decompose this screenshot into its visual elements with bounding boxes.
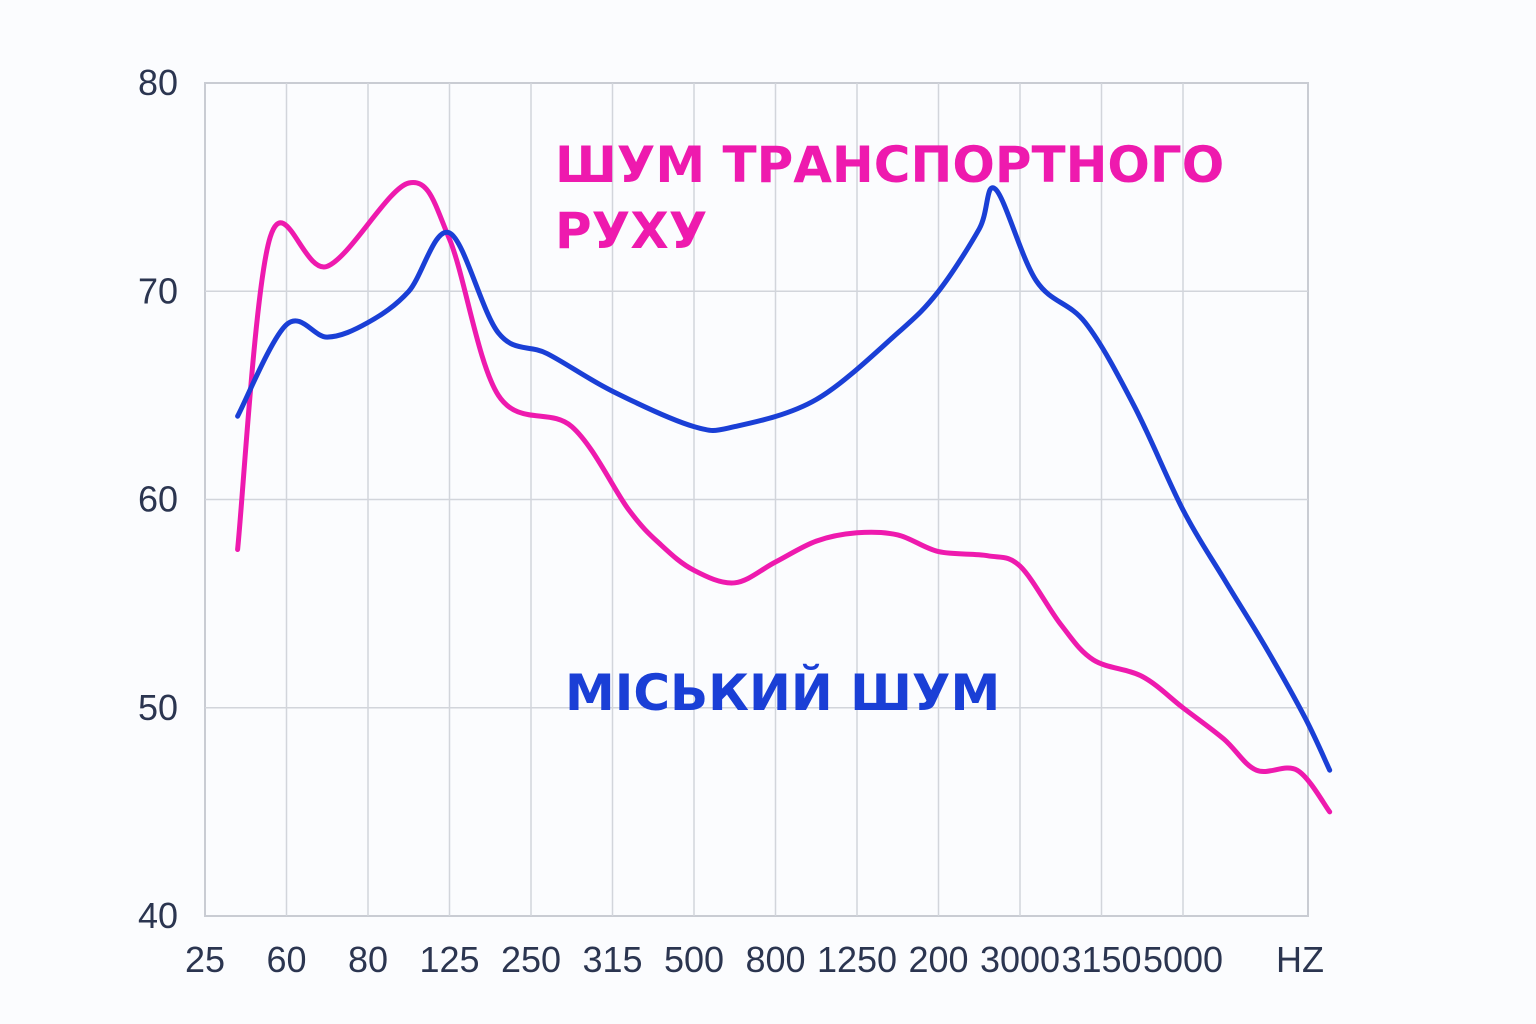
x-unit-label: HZ [1276, 939, 1324, 980]
x-tick-label: 315 [582, 939, 642, 980]
y-tick-label: 70 [138, 270, 178, 311]
x-tick-label: 60 [266, 939, 306, 980]
x-tick-label: 200 [908, 939, 968, 980]
city-noise-line [235, 185, 1333, 773]
y-tick-label: 50 [138, 687, 178, 728]
series-lines [235, 180, 1333, 815]
x-tick-label: 3150 [1061, 939, 1141, 980]
x-tick-label: 25 [185, 939, 225, 980]
y-axis-ticks: 40 50 60 70 80 [138, 62, 178, 936]
x-axis-ticks: 25 60 80 125 250 315 500 800 1250 200 3000 3150 5000 [185, 939, 1223, 980]
x-tick-label: 800 [745, 939, 805, 980]
y-tick-label: 40 [138, 895, 178, 936]
x-tick-label: 1250 [817, 939, 897, 980]
y-tick-label: 80 [138, 62, 178, 103]
traffic-noise-label-line-1: ШУМ ТРАНСПОРТНОГО [555, 136, 1224, 194]
x-tick-label: 5000 [1143, 939, 1223, 980]
x-tick-label: 3000 [980, 939, 1060, 980]
city-noise-label-line-1: МІСЬКИЙ ШУМ [565, 663, 1000, 722]
traffic-noise-line [235, 180, 1333, 815]
city-noise-label: МІСЬКИЙ ШУМ [565, 663, 1000, 722]
x-tick-label: 80 [348, 939, 388, 980]
grid [204, 82, 1309, 917]
y-tick-label: 60 [138, 479, 178, 520]
traffic-noise-label: ШУМ ТРАНСПОРТНОГО РУХУ [555, 136, 1242, 260]
x-tick-label: 500 [664, 939, 724, 980]
x-tick-label: 125 [419, 939, 479, 980]
traffic-noise-label-line-2: РУХУ [555, 202, 707, 260]
x-tick-label: 250 [501, 939, 561, 980]
